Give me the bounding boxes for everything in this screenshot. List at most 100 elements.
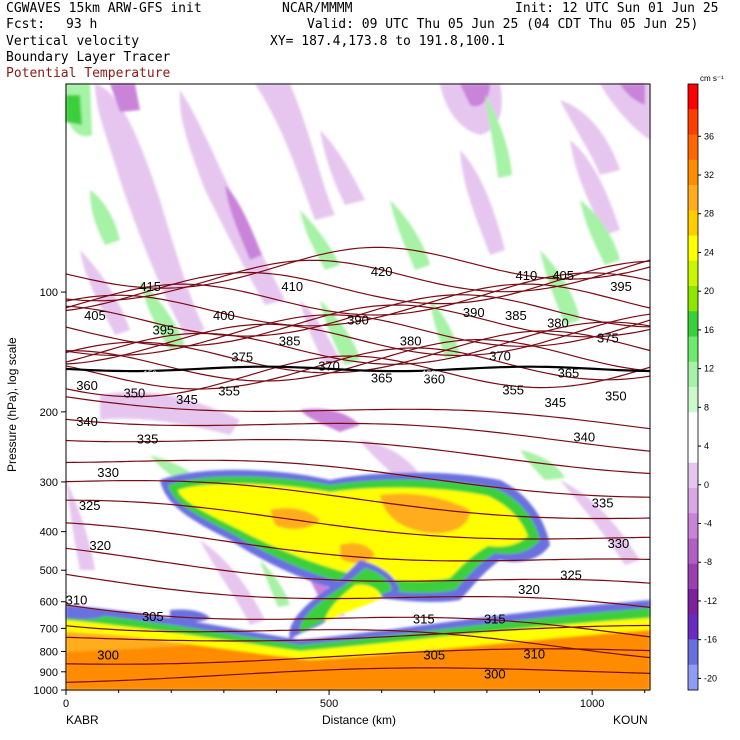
colorbar-label: 0: [704, 480, 709, 490]
velocity-region: [580, 200, 620, 265]
colorbar-cell: [688, 336, 698, 363]
theta-label: 320: [518, 582, 540, 597]
plot-frame: [65, 83, 651, 691]
colorbar-cell: [688, 134, 698, 161]
tracer-label: 150: [422, 369, 436, 378]
theta-label: 310: [523, 647, 545, 662]
theta-contour: [65, 480, 651, 520]
velocity-region: [66, 480, 95, 570]
theta-contour: [65, 418, 651, 452]
theta-label: 375: [597, 331, 619, 346]
theta-contour: [65, 624, 650, 642]
colorbar-cell: [688, 614, 698, 640]
theta-contour: [65, 396, 651, 430]
velocity-region: [66, 630, 650, 690]
theta-label: 360: [423, 372, 445, 387]
theta-label: 385: [505, 308, 527, 323]
colorbar-cell: [688, 387, 698, 413]
velocity-region: [570, 140, 620, 235]
theta-label: 420: [371, 264, 393, 279]
colorbar-cell: [688, 437, 698, 464]
velocity-region: [260, 560, 290, 607]
colorbar: 36 32 28 24 20 16 12 8 4 0 -4 -8 -12 -16 -20: [687, 83, 717, 691]
theta-label: 365: [558, 365, 580, 380]
vertical-velocity-field: [66, 84, 650, 690]
velocity-region: [95, 84, 205, 335]
velocity-region: [430, 300, 460, 358]
velocity-region: [380, 493, 470, 534]
theta-label: 400: [213, 308, 235, 323]
theta-label: 380: [400, 333, 422, 348]
theta-label: 370: [489, 348, 511, 363]
colorbar-cell: [688, 84, 698, 110]
colorbar-cell: [688, 260, 698, 287]
colorbar-cell: [688, 210, 698, 236]
colorbar-cell: [688, 109, 698, 135]
theta-label: 330: [608, 536, 630, 551]
theta-label: 345: [176, 392, 198, 407]
theta-label: 330: [97, 465, 119, 480]
velocity-region: [560, 100, 620, 175]
theta-label: 315: [484, 611, 506, 626]
velocity-region: [360, 440, 420, 478]
theta-contour: [65, 314, 651, 357]
theta-label: 300: [97, 648, 119, 663]
theta-label: 395: [610, 279, 632, 294]
velocity-region: [255, 84, 335, 220]
theta-contour: [65, 648, 651, 665]
fcst-label: Fcst:: [6, 17, 46, 32]
x-tick-label: 500: [320, 698, 338, 710]
xy-coords: XY= 187.4,173.8 to 191.8,100.1: [270, 34, 505, 49]
velocity-region: [540, 250, 580, 325]
theta-contour: [66, 499, 651, 540]
velocity-region: [520, 450, 565, 480]
colorbar-label: 32: [704, 170, 714, 180]
colorbar-cell: [688, 563, 698, 590]
theta-contour: [65, 625, 651, 659]
valid-time: Valid: 09 UTC Thu 05 Jun 25 (04 CDT Thu …: [307, 17, 699, 32]
velocity-region: [620, 84, 645, 105]
tracer-label: 150: [144, 369, 158, 378]
tracer-contour: [65, 365, 651, 373]
velocity-region: [460, 84, 490, 107]
theta-label: 305: [423, 648, 445, 663]
endpoint-left: KABR: [66, 713, 99, 727]
velocity-region: [90, 190, 120, 245]
y-tick-label: 900: [40, 667, 58, 679]
theta-label: 355: [502, 383, 524, 398]
potential-temperature-contours: [65, 246, 651, 683]
fcst-value: 93 h: [66, 17, 98, 32]
y-tick-label: 100: [40, 287, 58, 299]
theta-label: 340: [76, 414, 98, 429]
theta-contour: [65, 547, 651, 584]
velocity-region: [560, 480, 640, 565]
velocity-region: [300, 408, 360, 432]
theta-label: 410: [516, 268, 538, 283]
theta-label: 315: [413, 611, 435, 626]
theta-contour: [65, 260, 651, 312]
velocity-region: [170, 609, 210, 622]
y-tick-label: 500: [40, 565, 58, 577]
colorbar-cell: [688, 462, 698, 489]
colorbar-label: 12: [704, 364, 714, 374]
colorbar-cell: [688, 185, 698, 211]
colorbar-label: -20: [704, 673, 717, 683]
colorbar-cell: [688, 488, 698, 514]
theta-contour: [65, 459, 651, 498]
y-tick-label: 200: [40, 407, 58, 419]
colorbar-label: 16: [704, 325, 714, 335]
theta-label: 340: [573, 430, 595, 445]
org-label: NCAR/MMMM: [282, 1, 353, 16]
theta-contour: [65, 439, 651, 475]
theta-label: 325: [560, 567, 582, 582]
colorbar-cell: [688, 159, 698, 186]
theta-label: 335: [592, 496, 614, 511]
theta-label: 360: [76, 378, 98, 393]
theta-label: 300: [484, 667, 506, 682]
theta-contour: [65, 283, 651, 327]
colorbar-cell: [688, 311, 698, 337]
theta-label: 410: [281, 279, 303, 294]
x-axis-label: Distance (km): [322, 713, 396, 727]
colorbar-units: cm s⁻¹: [700, 74, 724, 83]
theta-contour: [65, 573, 651, 608]
